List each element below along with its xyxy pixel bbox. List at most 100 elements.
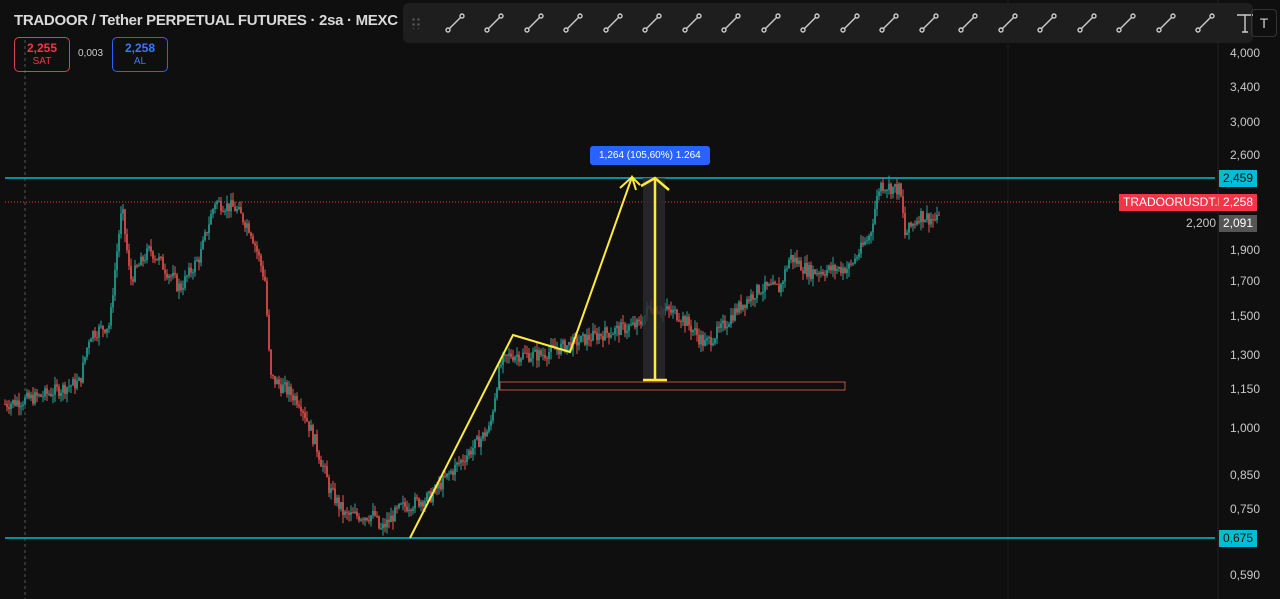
candle: [780, 283, 782, 293]
candles: [4, 175, 940, 536]
candle: [460, 460, 462, 464]
candle: [882, 182, 884, 191]
candle: [422, 501, 424, 507]
date-price-range-icon[interactable]: [712, 7, 752, 39]
trend-line-icon[interactable]: [435, 7, 475, 39]
candle: [844, 267, 846, 273]
pitchfork-icon[interactable]: [633, 7, 673, 39]
candle: [234, 206, 236, 212]
abcd-pattern-icon[interactable]: [988, 7, 1028, 39]
text-style-dropdown[interactable]: T: [1251, 9, 1277, 37]
text-icon[interactable]: [1225, 7, 1265, 39]
candle: [494, 398, 496, 412]
rectangle-icon[interactable]: [593, 7, 633, 39]
candle: [50, 393, 52, 396]
candle: [596, 332, 598, 341]
candle: [832, 264, 834, 271]
candle: [674, 309, 676, 311]
candle: [822, 271, 824, 275]
candle: [530, 358, 532, 362]
head-shoulders-icon[interactable]: [949, 7, 989, 39]
projection-path[interactable]: [409, 175, 641, 539]
horizontal-ray-icon[interactable]: [475, 7, 515, 39]
candle: [914, 224, 916, 226]
candle: [708, 337, 710, 339]
candle: [870, 232, 872, 237]
candle: [286, 382, 288, 395]
candle: [58, 386, 60, 396]
buy-button[interactable]: 2,258 AL: [112, 37, 168, 72]
candle: [426, 493, 428, 501]
candle: [562, 340, 564, 344]
candle: [860, 242, 862, 254]
candle: [920, 211, 922, 223]
candle: [762, 291, 764, 294]
candle: [598, 333, 600, 341]
candle: [722, 320, 724, 324]
candle: [368, 520, 370, 522]
candle: [462, 460, 464, 462]
candle: [142, 256, 144, 262]
candle: [890, 183, 892, 195]
candle: [314, 434, 316, 445]
last-price-tag: 2,258: [1219, 194, 1258, 211]
candle: [322, 465, 324, 467]
candle: [270, 349, 272, 375]
candle: [376, 515, 378, 517]
candle: [124, 209, 126, 235]
candle: [20, 405, 22, 408]
candle: [760, 293, 762, 295]
candle: [68, 386, 70, 388]
candle: [936, 214, 938, 221]
candle: [540, 350, 542, 356]
candle: [280, 384, 282, 393]
fib-retracement-icon[interactable]: [870, 7, 910, 39]
candle: [670, 309, 672, 313]
candle: [12, 400, 14, 404]
candle: [48, 393, 50, 395]
candle: [684, 316, 686, 326]
candle: [744, 304, 746, 308]
candle: [64, 384, 66, 394]
candle: [198, 259, 200, 263]
candle: [300, 406, 302, 412]
support-zone[interactable]: [499, 381, 846, 391]
elliott-wave-icon[interactable]: [751, 7, 791, 39]
candle: [616, 325, 618, 329]
path-icon[interactable]: [1028, 7, 1068, 39]
candle: [610, 335, 612, 338]
candle: [750, 294, 752, 302]
candle: [858, 253, 860, 258]
candle: [716, 326, 718, 339]
cypher-pattern-icon[interactable]: [1146, 7, 1186, 39]
candle: [584, 334, 586, 345]
candle: [516, 354, 518, 357]
candle: [694, 328, 696, 331]
fib-channel-icon[interactable]: [909, 7, 949, 39]
candle: [600, 333, 602, 336]
long-position-icon[interactable]: [830, 7, 870, 39]
candle: [818, 272, 820, 275]
candle: [678, 320, 680, 322]
bars-pattern-icon[interactable]: [1067, 7, 1107, 39]
ray-icon[interactable]: [1186, 7, 1226, 39]
price-range-icon[interactable]: [672, 7, 712, 39]
candle: [474, 439, 476, 449]
candle: [332, 488, 334, 490]
price-axis-label: 1,500: [1229, 309, 1260, 323]
candle: [856, 257, 858, 259]
candle: [892, 186, 894, 195]
candle: [102, 325, 104, 330]
sell-button[interactable]: 2,255 SAT: [14, 37, 70, 72]
candle: [908, 222, 910, 233]
drag-handle[interactable]: [411, 17, 421, 29]
projection-arrowhead: [619, 175, 637, 191]
fib-extension-icon[interactable]: [1107, 7, 1147, 39]
arc-icon[interactable]: [791, 7, 831, 39]
candle: [834, 264, 836, 271]
candle: [200, 249, 202, 263]
candle: [774, 281, 776, 284]
xabcd-pattern-icon[interactable]: [554, 7, 594, 39]
parallel-channel-icon[interactable]: [514, 7, 554, 39]
